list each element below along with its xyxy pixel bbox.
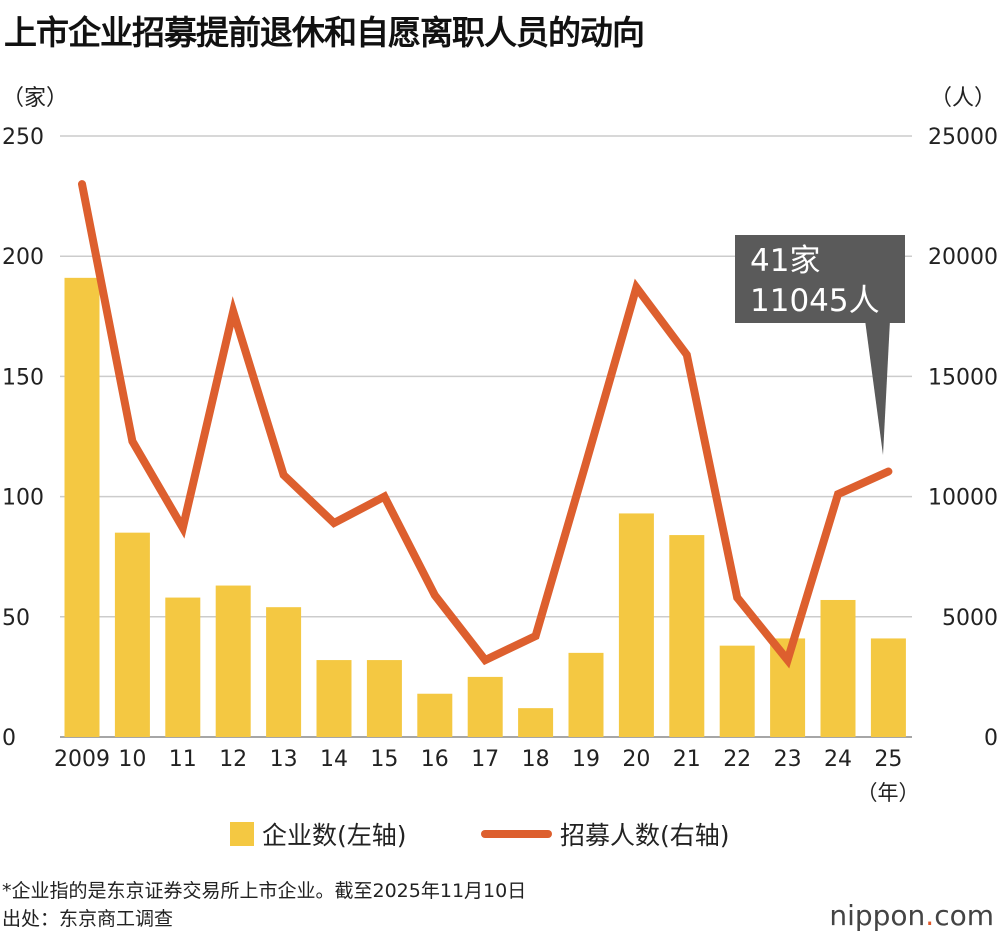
right-tick-label: 20000 <box>928 245 998 270</box>
right-tick-label: 5000 <box>942 606 998 631</box>
chart-title: 上市企业招募提前退休和自愿离职人员的动向 <box>4 13 645 52</box>
legend-line-label: 招募人数(右轴) <box>560 821 730 850</box>
x-tick-label: 14 <box>320 747 348 772</box>
x-tick-label: 24 <box>824 747 852 772</box>
logo-dot: . <box>925 899 935 932</box>
right-tick-label: 25000 <box>928 125 998 150</box>
x-tick-label: 15 <box>370 747 398 772</box>
x-tick-label: 11 <box>169 747 197 772</box>
right-tick-label: 15000 <box>928 365 998 390</box>
left-tick-label: 150 <box>2 365 44 390</box>
bar <box>467 676 503 737</box>
x-tick-label: 18 <box>522 747 550 772</box>
bar <box>719 645 755 737</box>
bar <box>266 607 302 737</box>
x-tick-label: 20 <box>622 747 650 772</box>
bar <box>366 660 402 737</box>
callout-line2: 11045人 <box>750 283 880 319</box>
bar <box>568 652 604 737</box>
x-tick-label: 17 <box>471 747 499 772</box>
bar <box>316 660 352 737</box>
bar <box>518 708 554 737</box>
x-tick-label: 19 <box>572 747 600 772</box>
bar <box>618 513 654 737</box>
bar <box>870 638 906 737</box>
right-tick-label: 10000 <box>928 486 998 511</box>
left-tick-label: 0 <box>2 726 16 751</box>
legend-bar-swatch <box>230 822 254 846</box>
nippon-logo: nippon.com <box>829 899 994 932</box>
logo-suffix: com <box>934 899 994 932</box>
left-tick-label: 50 <box>2 606 30 631</box>
legend-bar-label: 企业数(左轴) <box>262 821 407 850</box>
bar <box>64 277 100 737</box>
bar <box>669 535 705 737</box>
x-tick-label: 23 <box>774 747 802 772</box>
x-tick-label: 2009 <box>54 747 110 772</box>
bar <box>820 599 856 737</box>
footnote: *企业指的是东京证券交易所上市企业。截至2025年11月10日 <box>2 880 527 902</box>
x-tick-label: 21 <box>673 747 701 772</box>
x-tick-label: 22 <box>723 747 751 772</box>
x-tick-label: 12 <box>219 747 247 772</box>
callout-box <box>735 235 905 323</box>
left-tick-label: 100 <box>2 486 44 511</box>
source-note: 出处：东京商工调查 <box>2 908 174 930</box>
right-axis-unit: （人） <box>929 86 996 111</box>
left-axis-unit: （家） <box>2 86 69 111</box>
right-tick-label: 0 <box>984 726 998 751</box>
left-tick-label: 250 <box>2 125 44 150</box>
left-tick-label: 200 <box>2 245 44 270</box>
bar <box>114 532 150 737</box>
callout-line1: 41家 <box>750 243 820 279</box>
logo-name: nippon <box>829 899 926 932</box>
bar <box>417 693 453 737</box>
bar <box>165 597 201 737</box>
x-tick-label: 13 <box>270 747 298 772</box>
x-tick-label: 10 <box>118 747 146 772</box>
callout-pointer <box>865 320 890 455</box>
x-tick-label: 25 <box>874 747 902 772</box>
x-axis-unit: （年） <box>857 781 920 805</box>
x-tick-label: 16 <box>421 747 449 772</box>
bar <box>215 585 251 737</box>
